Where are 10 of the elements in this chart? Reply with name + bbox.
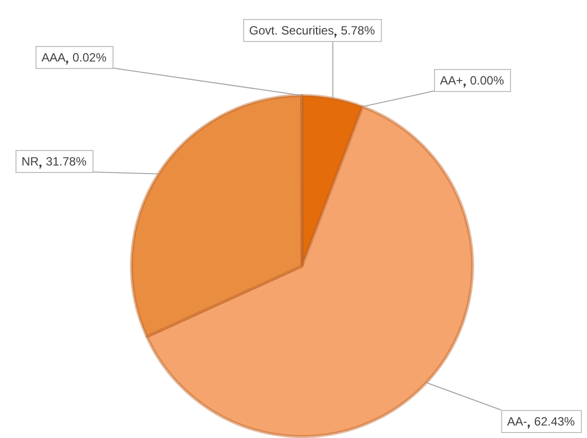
slice-label: NR bbox=[21, 154, 40, 168]
slice-label: AAA bbox=[41, 50, 66, 64]
data-label: 5.78% bbox=[340, 23, 376, 38]
data-label: 31.78% bbox=[46, 154, 87, 168]
slice-label: Govt. Securities bbox=[249, 23, 334, 38]
data-label: 62.43% bbox=[534, 414, 576, 428]
data-label: 0.02% bbox=[72, 50, 107, 64]
legend-label: AA+ bbox=[440, 73, 463, 88]
text: 0.00% bbox=[470, 73, 504, 88]
slice-label: AA- bbox=[507, 414, 528, 428]
